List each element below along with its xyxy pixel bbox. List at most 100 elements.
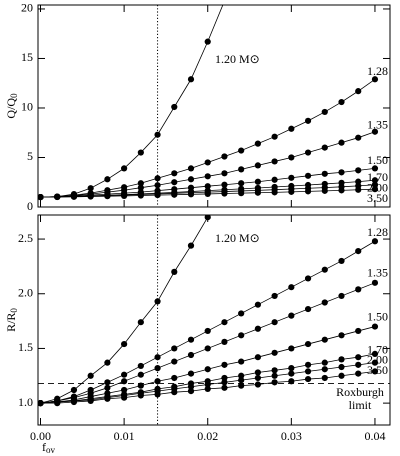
data-point bbox=[355, 167, 362, 174]
series-label: 1.28 bbox=[367, 225, 388, 239]
x-axis-label-main: f bbox=[42, 440, 46, 454]
data-point bbox=[187, 387, 195, 395]
series-label: 1.28 bbox=[367, 64, 388, 78]
x-axis-label-sub: ov bbox=[46, 445, 56, 455]
data-point bbox=[171, 389, 178, 396]
data-point bbox=[171, 358, 178, 365]
data-point bbox=[338, 257, 345, 265]
data-point bbox=[187, 242, 195, 249]
data-point bbox=[355, 327, 362, 335]
data-point bbox=[137, 319, 144, 326]
series-label: 1.50 bbox=[367, 153, 388, 167]
data-point bbox=[70, 386, 78, 394]
data-point bbox=[137, 382, 144, 389]
data-point bbox=[221, 170, 228, 177]
data-point bbox=[154, 365, 161, 372]
data-point bbox=[321, 187, 328, 194]
data-point bbox=[321, 144, 328, 151]
data-point bbox=[321, 266, 328, 273]
data-point bbox=[321, 170, 328, 177]
data-point bbox=[271, 367, 278, 374]
data-point bbox=[271, 319, 278, 326]
data-point bbox=[137, 149, 144, 156]
data-point bbox=[288, 370, 295, 377]
data-point bbox=[204, 215, 211, 221]
data-point bbox=[171, 268, 178, 275]
data-point bbox=[371, 368, 379, 375]
data-point bbox=[204, 385, 211, 393]
data-point bbox=[238, 372, 245, 379]
data-point bbox=[355, 247, 362, 255]
data-point bbox=[321, 374, 328, 382]
series-label: 1.35 bbox=[367, 117, 388, 131]
data-point bbox=[187, 370, 195, 377]
data-point bbox=[371, 359, 379, 366]
data-point bbox=[221, 153, 228, 160]
data-point bbox=[338, 169, 345, 176]
y-tick-label: 1.5 bbox=[18, 340, 33, 354]
data-point bbox=[121, 394, 128, 401]
data-point bbox=[321, 359, 328, 366]
data-point bbox=[304, 117, 312, 124]
data-point bbox=[137, 392, 144, 399]
data-point bbox=[104, 176, 111, 183]
data-point bbox=[321, 366, 328, 373]
y-tick-label: 20 bbox=[21, 1, 33, 15]
data-point bbox=[238, 310, 245, 317]
data-point bbox=[104, 359, 111, 366]
data-point bbox=[304, 368, 312, 375]
x-axis-label: fov bbox=[42, 440, 56, 455]
data-point bbox=[355, 354, 362, 361]
data-point bbox=[238, 147, 245, 154]
data-point bbox=[355, 186, 362, 193]
data-point bbox=[171, 179, 178, 186]
data-point bbox=[304, 275, 312, 282]
data-point bbox=[254, 374, 261, 382]
data-point bbox=[121, 340, 128, 348]
data-point bbox=[254, 325, 261, 332]
data-point bbox=[187, 191, 195, 198]
data-point bbox=[204, 173, 211, 180]
data-point bbox=[104, 193, 111, 200]
series-label: 1.70 bbox=[367, 170, 388, 184]
data-point bbox=[137, 371, 144, 378]
data-point bbox=[355, 88, 362, 95]
data-point bbox=[154, 131, 161, 138]
x-tick-label: 0.01 bbox=[114, 429, 135, 443]
data-point bbox=[204, 345, 211, 352]
data-point bbox=[288, 125, 295, 132]
data-point bbox=[304, 375, 312, 383]
data-point bbox=[121, 192, 128, 200]
data-point bbox=[238, 190, 245, 197]
data-point bbox=[154, 192, 161, 199]
plot-frame bbox=[37, 4, 391, 208]
data-point bbox=[338, 356, 345, 363]
series-line bbox=[40, 78, 376, 198]
data-point bbox=[121, 378, 128, 385]
data-point bbox=[271, 379, 278, 386]
data-point bbox=[355, 178, 362, 185]
annotation: limit bbox=[349, 398, 372, 412]
y-tick-label: 1.0 bbox=[18, 395, 33, 409]
data-point bbox=[187, 351, 195, 359]
plot-frame bbox=[37, 214, 391, 426]
data-point bbox=[304, 340, 312, 348]
data-point bbox=[187, 76, 195, 83]
data-point bbox=[271, 292, 278, 300]
data-point bbox=[321, 336, 328, 343]
data-point bbox=[137, 180, 144, 187]
data-point bbox=[238, 358, 245, 365]
data-point bbox=[54, 400, 61, 407]
data-point bbox=[204, 366, 211, 373]
data-point bbox=[137, 184, 144, 191]
data-point bbox=[254, 369, 261, 376]
series-label: 1.70 bbox=[367, 343, 388, 357]
data-point bbox=[338, 187, 345, 194]
data-point bbox=[371, 76, 379, 83]
data-point bbox=[355, 370, 362, 377]
data-point bbox=[355, 134, 362, 141]
data-point bbox=[154, 354, 161, 361]
series-label: 1.35 bbox=[367, 266, 388, 280]
y-axis-label: Q/Q0 bbox=[4, 93, 19, 119]
